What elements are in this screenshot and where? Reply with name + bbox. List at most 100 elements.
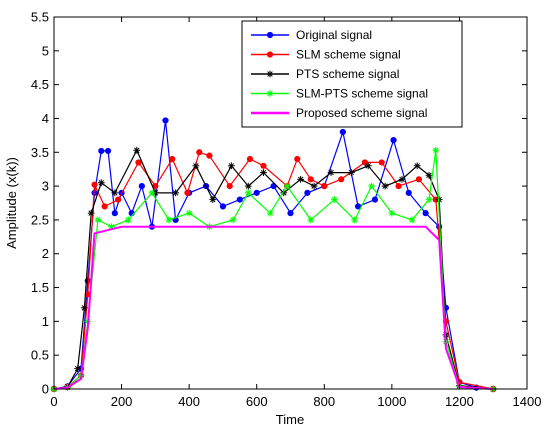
pts-scheme-signal-point: [310, 182, 318, 190]
pts-scheme-signal-point: [425, 171, 433, 179]
pts-scheme-signal-point: [172, 189, 180, 197]
slm-pts-scheme-signal-point: [351, 216, 359, 224]
original-signal-point: [138, 182, 145, 190]
slm-scheme-signal-point: [226, 182, 233, 190]
pts-scheme-signal-point: [192, 162, 200, 170]
pts-scheme-signal-point: [347, 169, 355, 176]
legend-entry-proposed-scheme-signal: Proposed scheme signal: [251, 106, 427, 120]
x-tick-label: 1200: [445, 394, 474, 409]
slm-scheme-signal-point: [415, 176, 422, 183]
slm-pts-scheme-signal-point: [165, 216, 173, 224]
pts-scheme-signal-point: [381, 182, 389, 190]
y-tick-label: 0.5: [31, 348, 49, 363]
y-tick-label: 2.5: [31, 212, 49, 227]
pts-scheme-signal-point: [227, 162, 235, 170]
y-tick-label: 5.5: [31, 10, 49, 25]
legend-marker: [266, 70, 274, 78]
slm-scheme-signal-point: [307, 176, 314, 183]
y-tick-label: 1: [42, 314, 49, 329]
slm-pts-scheme-signal-point: [185, 209, 193, 217]
slm-pts-scheme-signal-point: [368, 182, 375, 190]
pts-scheme-signal-point: [81, 304, 88, 312]
slm-scheme-signal-point: [260, 162, 267, 169]
slm-pts-scheme-signal-point: [283, 182, 291, 190]
original-signal-point: [287, 210, 294, 217]
legend-marker: [266, 90, 274, 97]
legend-entry-slm-scheme-signal: SLM scheme signal: [251, 48, 401, 62]
x-tick-label: 1000: [377, 394, 406, 409]
ticks-layer: 0 200 400 600 800 1000 1200 1400 0 0.5 1 1.5 2 2.5 3 3.…: [31, 10, 542, 410]
pts-scheme-signal-point: [260, 169, 267, 176]
legend-label: Proposed scheme signal: [296, 106, 427, 120]
slm-scheme-signal-point: [378, 159, 385, 166]
legend-label: SLM-PTS scheme signal: [296, 87, 428, 101]
slm-scheme-signal-point: [395, 182, 402, 190]
slm-scheme-signal-series: [50, 149, 497, 393]
pts-scheme-signal-point: [327, 169, 335, 176]
original-signal-point: [422, 210, 429, 217]
pts-scheme-signal-point: [398, 175, 406, 183]
y-tick-label: 4: [42, 111, 49, 126]
x-tick-label: 1400: [513, 394, 542, 409]
legend-entry-original-signal: Original signal: [251, 28, 372, 42]
slm-pts-scheme-signal-point: [244, 189, 252, 197]
legend-entry-slm-pts-scheme-signal: SLM-PTS scheme signal: [251, 87, 428, 101]
y-tick-label: 5: [42, 43, 49, 58]
x-tick-label: 400: [178, 394, 200, 409]
y-tick-label: 3.5: [31, 145, 49, 160]
pts-scheme-signal-point: [297, 175, 305, 183]
pts-scheme-signal-point: [244, 182, 252, 190]
slm-scheme-signal-point: [135, 159, 142, 166]
original-signal-point: [104, 147, 112, 155]
slm-pts-scheme-signal-point: [148, 189, 156, 197]
slm-pts-scheme-signal-line: [53, 150, 494, 390]
legend-label: SLM scheme signal: [296, 48, 401, 62]
series-layer: [50, 117, 497, 393]
pts-scheme-signal-point: [111, 189, 119, 197]
slm-scheme-signal-point: [321, 182, 328, 190]
original-signal-point: [304, 189, 311, 196]
x-tick-label: 0: [50, 394, 57, 409]
y-tick-label: 0: [42, 382, 49, 397]
slm-scheme-signal-point: [294, 155, 301, 163]
x-tick-label: 800: [313, 394, 335, 409]
original-signal-point: [162, 117, 169, 124]
pts-scheme-signal-point: [97, 179, 105, 187]
pts-scheme-signal-point: [364, 162, 372, 170]
original-signal-point: [371, 196, 379, 203]
original-signal-point: [98, 147, 105, 155]
y-axis-title: Amplitude (x(k)): [4, 157, 19, 249]
original-signal-point: [111, 210, 118, 217]
pts-scheme-signal-point: [74, 365, 82, 373]
pts-scheme-signal-point: [87, 209, 95, 217]
y-tick-label: 1.5: [31, 280, 49, 295]
slm-scheme-signal-point: [246, 155, 254, 163]
slm-scheme-signal-point: [91, 181, 98, 188]
original-signal-point: [354, 203, 362, 210]
slm-pts-scheme-signal-point: [266, 209, 274, 217]
x-axis-title: Time: [276, 412, 304, 427]
original-signal-point: [405, 189, 412, 196]
legend-entry-pts-scheme-signal: PTS scheme signal: [251, 67, 399, 81]
slm-scheme-signal-point: [115, 196, 122, 203]
slm-scheme-signal-point: [184, 189, 191, 196]
proposed-scheme-signal-series: [53, 225, 494, 390]
legend-marker: [266, 31, 274, 39]
slm-pts-scheme-signal-point: [408, 216, 416, 224]
y-tick-label: 3: [42, 179, 49, 194]
slm-pts-scheme-signal-point: [331, 196, 338, 204]
original-signal-point: [253, 189, 260, 196]
x-tick-label: 200: [111, 394, 133, 409]
slm-scheme-signal-point: [338, 176, 345, 183]
plot-frame: [53, 16, 528, 390]
original-signal-point: [236, 196, 243, 203]
legend-label: Original signal: [296, 28, 372, 42]
slm-pts-scheme-signal-point: [229, 216, 237, 224]
pts-scheme-signal-point: [209, 196, 217, 204]
slm-scheme-signal-point: [169, 155, 176, 163]
pts-scheme-signal-point: [133, 146, 141, 154]
original-signal-line: [53, 120, 494, 390]
legend: Original signal SLM scheme signal PTS sche…: [241, 20, 463, 128]
